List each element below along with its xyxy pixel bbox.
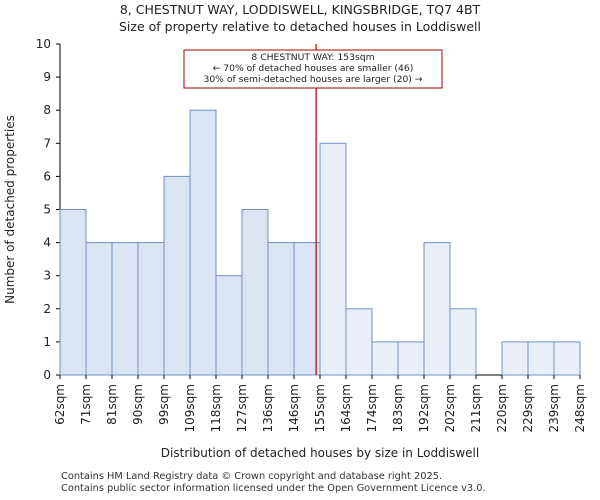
histogram-bar xyxy=(215,275,243,376)
x-tick-label: 109sqm xyxy=(183,384,197,432)
annotation-box xyxy=(183,49,443,89)
histogram-bar xyxy=(137,242,165,376)
histogram-bar xyxy=(423,242,451,376)
y-tick-label: 6 xyxy=(43,169,51,183)
histogram-chart: 0 1 2 3 4 5 6 7 8 9 10 62sqm 71sqm 81sqm 90sqm 99sqm 109… xyxy=(3,37,587,460)
y-tick-label: 1 xyxy=(43,335,51,349)
histogram-bar xyxy=(85,242,113,376)
x-tick-label: 220sqm xyxy=(495,384,509,432)
x-tick-label: 90sqm xyxy=(131,384,145,425)
y-tick-label: 10 xyxy=(36,37,51,51)
x-tick-label: 127sqm xyxy=(235,384,249,432)
y-tick-label: 7 xyxy=(43,136,51,150)
x-tick-label: 183sqm xyxy=(391,384,405,432)
footer-licence: Contains public sector information licen… xyxy=(61,483,486,494)
x-tick-label: 136sqm xyxy=(261,384,275,432)
x-tick-label: 71sqm xyxy=(79,384,93,425)
y-tick-label: 9 xyxy=(43,70,51,84)
x-tick-label: 229sqm xyxy=(521,384,535,432)
annotation-line: 30% of semi-detached houses are larger (… xyxy=(203,74,422,85)
y-tick-label: 0 xyxy=(43,368,51,382)
x-tick-label: 239sqm xyxy=(547,384,561,432)
y-tick-label: 5 xyxy=(43,203,51,217)
x-tick-label: 146sqm xyxy=(287,384,301,432)
annotation-line: 8 CHESTNUT WAY: 153sqm xyxy=(251,52,374,63)
histogram-bar xyxy=(397,341,425,376)
histogram-bar xyxy=(59,209,87,376)
histogram-bar xyxy=(111,242,139,376)
x-tick-label: 164sqm xyxy=(339,384,353,432)
histogram-bar xyxy=(241,209,269,376)
x-tick-label: 202sqm xyxy=(443,384,457,432)
x-tick-label: 81sqm xyxy=(105,384,119,425)
y-tick-label: 2 xyxy=(43,302,51,316)
histogram-bar xyxy=(267,242,295,376)
x-tick-label: 248sqm xyxy=(573,384,587,432)
x-tick-label: 211sqm xyxy=(469,384,483,432)
histogram-bar xyxy=(501,341,529,376)
histogram-bar xyxy=(319,142,347,376)
x-tick-label: 62sqm xyxy=(53,384,67,425)
histogram-bar xyxy=(527,341,555,376)
histogram-bar xyxy=(163,175,191,376)
footer-copyright: Contains HM Land Registry data © Crown c… xyxy=(61,471,443,482)
y-tick-label: 3 xyxy=(43,269,51,283)
histogram-bar xyxy=(553,341,581,376)
y-tick-label: 8 xyxy=(43,103,51,117)
y-axis-label: Number of detached properties xyxy=(3,115,17,304)
x-tick-label: 174sqm xyxy=(365,384,379,432)
x-tick-label: 155sqm xyxy=(313,384,327,432)
chart-title: 8, CHESTNUT WAY, LODDISWELL, KINGSBRIDGE… xyxy=(119,2,481,17)
x-tick-label: 99sqm xyxy=(157,384,171,425)
x-axis-label: Distribution of detached houses by size … xyxy=(161,446,479,460)
histogram-bar xyxy=(449,308,477,376)
histogram-bar xyxy=(345,308,373,376)
x-tick-label: 118sqm xyxy=(209,384,223,432)
chart-subtitle: Size of property relative to detached ho… xyxy=(118,19,482,34)
histogram-bar xyxy=(189,109,217,376)
histogram-bar xyxy=(371,341,399,376)
annotation-line: ← 70% of detached houses are smaller (46… xyxy=(213,63,414,74)
y-tick-label: 4 xyxy=(43,236,51,250)
x-tick-label: 192sqm xyxy=(417,384,431,432)
